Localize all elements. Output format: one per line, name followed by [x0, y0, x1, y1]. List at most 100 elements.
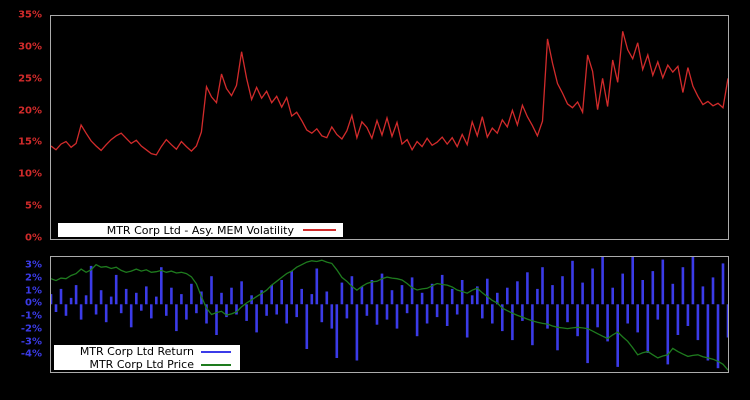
return-bar	[647, 304, 650, 353]
return-bar	[486, 279, 489, 305]
return-bar	[687, 304, 690, 326]
return-bar	[561, 276, 564, 304]
y-tick-label: 0%	[25, 233, 42, 244]
return-bar	[356, 304, 359, 360]
return-bar	[727, 304, 728, 337]
return-bar	[366, 304, 369, 316]
volatility-plot	[51, 16, 728, 239]
return-bar	[361, 286, 364, 304]
return-bar	[311, 294, 314, 304]
return-bar	[531, 304, 534, 345]
return-bar	[396, 304, 399, 328]
return-bar	[657, 304, 660, 319]
return-bar	[85, 295, 88, 304]
y-tick-label: 1%	[25, 285, 42, 296]
return-bar	[662, 260, 665, 305]
return-bar	[115, 275, 118, 304]
return-bar	[316, 269, 319, 305]
return-bar	[70, 298, 73, 304]
return-bar	[215, 304, 218, 335]
return-bar	[346, 304, 349, 318]
return-bar	[285, 304, 288, 323]
return-bar	[230, 288, 233, 305]
return-bar	[441, 275, 444, 304]
return-price-legend: MTR Corp Ltd Return MTR Corp Ltd Price	[53, 344, 241, 371]
return-bar	[135, 293, 138, 305]
volatility-legend: MTR Corp Ltd - Asy. MEM Volatility	[57, 222, 344, 238]
return-bar	[55, 304, 58, 312]
return-bar	[75, 285, 78, 304]
return-bar	[516, 281, 519, 304]
legend-row-price: MTR Corp Ltd Price	[54, 358, 240, 371]
return-bar	[421, 293, 424, 305]
return-bar	[336, 304, 339, 358]
return-bar	[155, 297, 158, 305]
volatility-panel	[50, 15, 729, 240]
return-bar	[140, 304, 143, 310]
return-bar	[466, 304, 469, 337]
return-bar	[105, 304, 108, 322]
return-bar	[65, 304, 68, 316]
return-bar	[100, 290, 103, 304]
y-tick-label: -1%	[21, 311, 42, 322]
return-bar	[265, 304, 268, 316]
return-bar	[621, 274, 624, 305]
return-bar	[551, 285, 554, 304]
return-bar	[110, 297, 113, 305]
return-bar	[145, 286, 148, 304]
return-bar	[406, 304, 409, 313]
return-bar	[581, 283, 584, 305]
return-bar	[697, 304, 700, 340]
return-bar	[165, 304, 168, 316]
return-bar	[125, 289, 128, 304]
return-bar	[641, 280, 644, 304]
return-bar	[692, 257, 695, 304]
return-bar	[391, 290, 394, 304]
return-bar	[95, 304, 98, 314]
return-bar	[416, 304, 419, 336]
return-bar	[591, 269, 594, 305]
series-line	[51, 31, 728, 155]
return-bar	[446, 304, 449, 326]
price-legend-label: MTR Corp Ltd Price	[89, 358, 194, 371]
return-y-axis: 3%2%1%0%-1%-2%-3%-4%	[0, 256, 46, 373]
return-bar	[481, 304, 484, 318]
return-bar	[275, 304, 278, 314]
return-bar	[190, 284, 193, 304]
return-bar	[672, 284, 675, 304]
return-bar	[541, 267, 544, 304]
legend-row-return: MTR Corp Ltd Return	[54, 345, 240, 358]
return-bar	[707, 304, 710, 360]
return-bar	[185, 304, 188, 319]
return-bar	[220, 293, 223, 305]
return-bar	[511, 304, 514, 340]
y-tick-label: -4%	[21, 349, 42, 360]
return-bar	[536, 289, 539, 304]
return-bar	[526, 272, 529, 304]
return-bar	[401, 285, 404, 304]
return-bar	[722, 263, 725, 304]
return-bar	[160, 267, 163, 304]
return-bar	[60, 289, 63, 304]
return-bar	[321, 304, 324, 322]
y-tick-label: 0%	[25, 298, 42, 309]
return-bar	[150, 304, 153, 318]
y-tick-label: 20%	[18, 105, 42, 116]
return-bar	[290, 271, 293, 304]
figure-canvas: 0%5%10%15%20%25%30%35% 3%2%1%0%-1%-2%-3%…	[0, 0, 750, 400]
return-bar	[240, 281, 243, 304]
return-bar	[175, 304, 178, 331]
volatility-legend-label: MTR Corp Ltd - Asy. MEM Volatility	[107, 224, 294, 237]
return-bar	[601, 257, 604, 304]
return-bar	[295, 304, 298, 317]
return-bar	[596, 304, 599, 327]
return-bar	[571, 261, 574, 304]
return-bar	[606, 304, 609, 341]
return-bar	[90, 266, 93, 304]
y-tick-label: 15%	[18, 137, 42, 148]
return-bar	[306, 304, 309, 349]
return-bar	[195, 304, 198, 313]
return-bar	[682, 267, 685, 304]
return-bar	[270, 285, 273, 304]
return-bar	[611, 288, 614, 305]
